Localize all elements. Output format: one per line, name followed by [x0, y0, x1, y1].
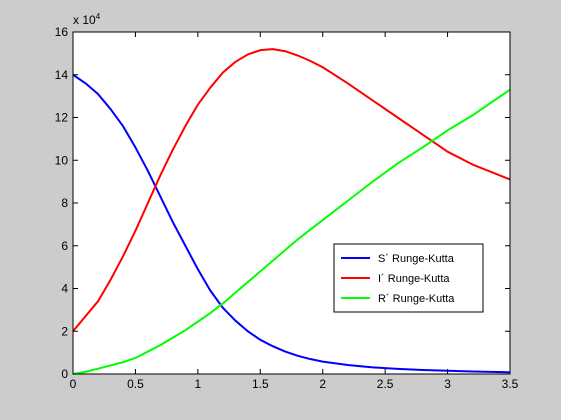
series-line-0 — [72, 73, 511, 374]
x-tick-label-0: 0 — [70, 377, 77, 391]
x-tick-label-3: 1.5 — [252, 377, 269, 391]
y-tick-label-0: 0 — [61, 367, 68, 381]
y-tick-label-1: 2 — [61, 324, 68, 338]
x-tick-label-7: 3.5 — [502, 377, 519, 391]
series-line-2 — [72, 88, 511, 375]
legend: S´ Runge-Kutta I´ Runge-Kutta R´ Runge-Kut… — [333, 243, 484, 313]
y-tick-label-3: 6 — [61, 239, 68, 253]
axes-layer: 0 0.5 1 1.5 2 2.5 3 3.5 0 2 4 6 8 10 12 14 16 — [55, 25, 519, 391]
y-tick-label-6: 12 — [55, 111, 69, 125]
legend-label-2: R´ Runge-Kutta — [378, 293, 455, 305]
x-tick-label-6: 3 — [444, 377, 451, 391]
series-layer — [72, 48, 511, 375]
x-tick-label-4: 2 — [319, 377, 326, 391]
y-tick-label-4: 8 — [61, 196, 68, 210]
y-tick-label-7: 14 — [55, 68, 69, 82]
legend-label-0: S´ Runge-Kutta — [378, 253, 455, 265]
y-tick-label-2: 4 — [61, 282, 68, 296]
y-tick-label-5: 10 — [55, 153, 69, 167]
series-line-1 — [72, 48, 511, 332]
x-tick-label-2: 1 — [195, 377, 202, 391]
y-scale-exponent: 4 — [96, 12, 101, 21]
x-tick-label-1: 0.5 — [127, 377, 144, 391]
legend-label-1: I´ Runge-Kutta — [378, 273, 450, 285]
y-tick-label-8: 16 — [55, 25, 69, 39]
x-tick-label-5: 2.5 — [377, 377, 394, 391]
plot-area — [73, 32, 510, 374]
y-scale-factor: x 104 — [73, 12, 101, 27]
